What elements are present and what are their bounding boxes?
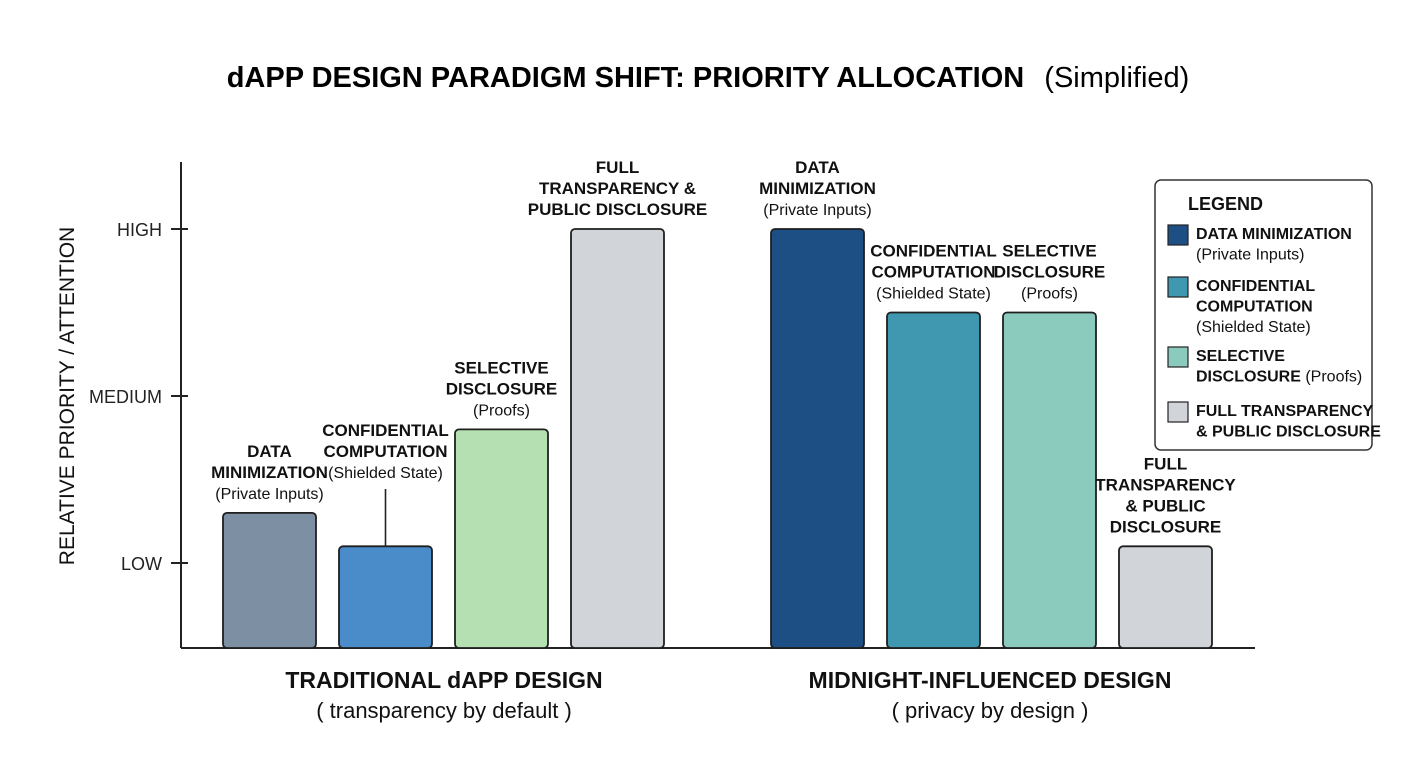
legend-entry-name: SELECTIVE: [1196, 348, 1285, 365]
legend-entry-name: DISCLOSURE: [1196, 369, 1301, 386]
legend-box: [1154, 179, 1373, 451]
bar-label-name: PUBLIC DISCLOSURE: [528, 200, 707, 219]
legend-entry-text: (Private Inputs): [1196, 247, 1304, 264]
legend-entry-name: & PUBLIC DISCLOSURE: [1196, 424, 1381, 441]
legend-entry-detail: (Private Inputs): [1196, 247, 1304, 264]
legend-entry-text: SELECTIVE: [1196, 348, 1285, 365]
bar-label-name: DISCLOSURE: [994, 263, 1105, 282]
plot-area: RELATIVE PRIORITY / ATTENTION LOW MEDIUM HI…: [56, 158, 1255, 723]
bar-label-name: CONFIDENTIAL: [870, 242, 997, 261]
group-title: MIDNIGHT-INFLUENCED DESIGN: [809, 667, 1172, 693]
bar-label-name: FULL: [1144, 454, 1187, 473]
y-tick-label: LOW: [121, 554, 162, 574]
bar-label-detail: (Proofs): [1021, 286, 1078, 303]
legend-entry-name: CONFIDENTIAL: [1196, 278, 1315, 295]
bar-label-name: DATA: [795, 158, 840, 177]
bar-label-name: DISCLOSURE: [1110, 517, 1221, 536]
legend-entry-name: DATA MINIMIZATION: [1196, 226, 1352, 243]
legend-swatch: [1167, 276, 1189, 298]
legend-title: LEGEND: [1188, 194, 1263, 214]
bar-label-name: & PUBLIC: [1125, 496, 1205, 515]
legend-swatch: [1167, 224, 1189, 246]
bar-sel_disc: [454, 428, 549, 649]
bar-conf_comp: [338, 545, 433, 649]
legend-entry-text: DATA MINIMIZATION: [1196, 226, 1352, 243]
legend-entry-text: FULL TRANSPARENCY: [1196, 403, 1374, 420]
bar-label-name: CONFIDENTIAL: [322, 421, 449, 440]
legend-entry-text: (Shielded State): [1196, 319, 1311, 336]
legend-entry-text: DISCLOSURE (Proofs): [1196, 369, 1362, 386]
bar-label-name: TRANSPARENCY &: [539, 179, 696, 198]
chart-title: dAPP DESIGN PARADIGM SHIFT: PRIORITY ALL…: [227, 62, 1190, 94]
legend-swatch: [1167, 401, 1189, 423]
bar-label-name: SELECTIVE: [454, 358, 548, 377]
bar-label-name: DISCLOSURE: [446, 379, 557, 398]
bar-data_min: [770, 228, 865, 649]
bar-label-name: FULL: [596, 158, 639, 177]
bar-label-name: MINIMIZATION: [211, 463, 328, 482]
bar-sel_disc: [1002, 311, 1097, 649]
legend-entry-text: & PUBLIC DISCLOSURE: [1196, 424, 1381, 441]
y-axis-label: RELATIVE PRIORITY / ATTENTION: [56, 227, 79, 565]
bar-label-detail: (Private Inputs): [215, 486, 323, 503]
legend-entry-name: COMPUTATION: [1196, 299, 1313, 316]
y-tick-label: HIGH: [117, 220, 162, 240]
bar-label-name: MINIMIZATION: [759, 179, 876, 198]
bar-label-name: DATA: [247, 442, 292, 461]
chart-title-main: dAPP DESIGN PARADIGM SHIFT: PRIORITY ALL…: [227, 62, 1025, 94]
legend-entry-text: COMPUTATION: [1196, 299, 1313, 316]
group-subtitle: ( privacy by design ): [892, 698, 1089, 723]
legend-entry-detail: (Proofs): [1301, 369, 1362, 386]
legend-swatch: [1167, 346, 1189, 368]
y-tick-label: MEDIUM: [89, 387, 162, 407]
bar-label-detail: (Shielded State): [328, 465, 443, 482]
bar-full_trans: [570, 228, 665, 649]
bar-label-detail: (Shielded State): [876, 286, 991, 303]
legend-entry-text: CONFIDENTIAL: [1196, 278, 1315, 295]
bar-label-detail: (Proofs): [473, 402, 530, 419]
group-subtitle: ( transparency by default ): [316, 698, 572, 723]
bar-conf_comp: [886, 311, 981, 649]
legend-entry-name: FULL TRANSPARENCY: [1196, 403, 1374, 420]
bar-label-name: COMPUTATION: [323, 442, 447, 461]
bar-label-name: TRANSPARENCY: [1095, 475, 1236, 494]
bar-label-name: SELECTIVE: [1002, 242, 1096, 261]
bar-full_trans: [1118, 545, 1213, 649]
chart-subtitle: (Simplified): [1044, 62, 1189, 94]
group-title: TRADITIONAL dAPP DESIGN: [285, 667, 602, 693]
legend-entry-detail: (Shielded State): [1196, 319, 1311, 336]
bar-data_min: [222, 512, 317, 649]
bar-label-detail: (Private Inputs): [763, 202, 871, 219]
legend: LEGEND DATA MINIMIZATION (Private Inputs) C…: [1154, 179, 1381, 451]
bar-label-name: COMPUTATION: [871, 263, 995, 282]
